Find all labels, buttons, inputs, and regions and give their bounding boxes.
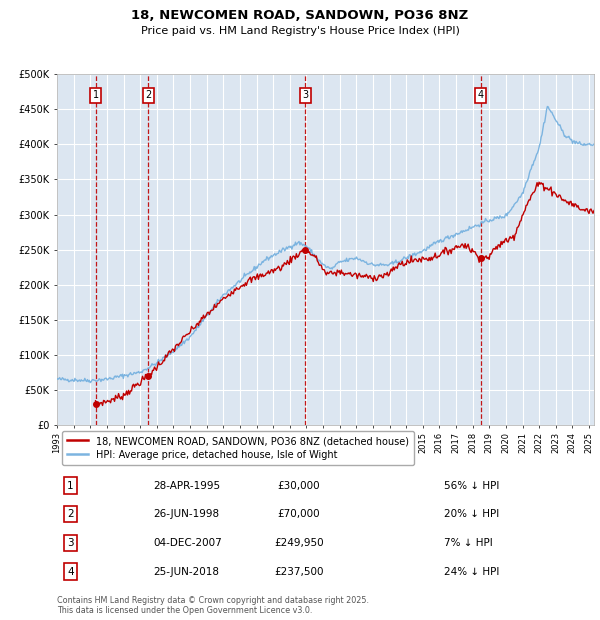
Text: 7% ↓ HPI: 7% ↓ HPI [443,538,493,548]
Text: Contains HM Land Registry data © Crown copyright and database right 2025.
This d: Contains HM Land Registry data © Crown c… [57,596,369,615]
Text: 24% ↓ HPI: 24% ↓ HPI [443,567,499,577]
Text: 4: 4 [67,567,74,577]
Text: 1: 1 [92,91,98,100]
Text: £30,000: £30,000 [277,480,320,490]
Text: 28-APR-1995: 28-APR-1995 [154,480,221,490]
Text: £237,500: £237,500 [274,567,323,577]
Text: £70,000: £70,000 [277,509,320,519]
Text: 3: 3 [67,538,74,548]
Text: 56% ↓ HPI: 56% ↓ HPI [443,480,499,490]
Text: 18, NEWCOMEN ROAD, SANDOWN, PO36 8NZ: 18, NEWCOMEN ROAD, SANDOWN, PO36 8NZ [131,9,469,22]
Text: 26-JUN-1998: 26-JUN-1998 [154,509,220,519]
Text: 25-JUN-2018: 25-JUN-2018 [154,567,220,577]
Text: 2: 2 [145,91,151,100]
Text: 20% ↓ HPI: 20% ↓ HPI [443,509,499,519]
Text: 04-DEC-2007: 04-DEC-2007 [154,538,223,548]
Text: 1: 1 [67,480,74,490]
Legend: 18, NEWCOMEN ROAD, SANDOWN, PO36 8NZ (detached house), HPI: Average price, detac: 18, NEWCOMEN ROAD, SANDOWN, PO36 8NZ (de… [62,431,414,465]
Text: 4: 4 [478,91,484,100]
Text: 2: 2 [67,509,74,519]
Text: £249,950: £249,950 [274,538,323,548]
Text: 3: 3 [302,91,308,100]
Text: Price paid vs. HM Land Registry's House Price Index (HPI): Price paid vs. HM Land Registry's House … [140,26,460,36]
